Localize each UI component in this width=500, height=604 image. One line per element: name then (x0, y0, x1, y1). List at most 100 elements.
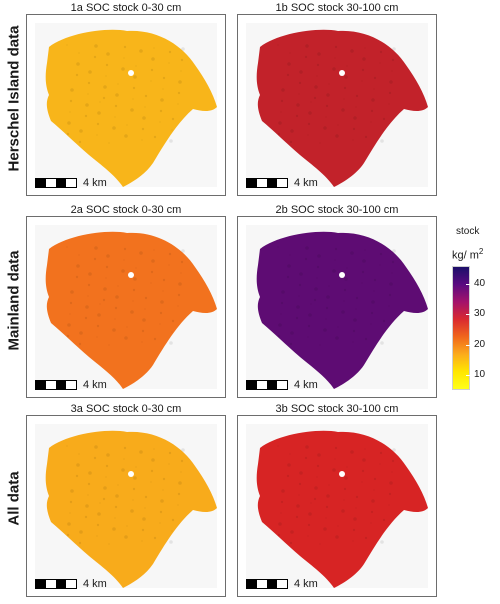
texture-speckle (307, 122, 311, 126)
texture-speckle (87, 93, 89, 95)
texture-speckle (323, 527, 327, 531)
scale-bar-label: 4 km (83, 578, 107, 590)
texture-speckle (103, 486, 107, 490)
texture-speckle (371, 98, 375, 102)
texture-speckle (139, 251, 143, 255)
texture-speckle (78, 140, 82, 144)
island-shape (45, 231, 217, 389)
texture-speckle (280, 111, 282, 113)
texture-speckle (66, 445, 68, 447)
texture-speckle (391, 70, 393, 72)
texture-speckle (370, 323, 372, 325)
texture-speckle (350, 49, 354, 53)
texture-speckle (287, 264, 291, 268)
texture-speckle (171, 518, 175, 522)
texture-speckle (310, 101, 312, 103)
lake (128, 471, 134, 477)
texture-speckle (79, 530, 83, 534)
texture-speckle (344, 75, 348, 79)
texture-speckle (66, 132, 70, 136)
texture-speckle (277, 445, 279, 447)
texture-speckle (335, 535, 339, 539)
texture-speckle (334, 446, 338, 450)
texture-speckle (99, 303, 101, 305)
texture-speckle (343, 98, 345, 100)
texture-speckle (153, 135, 157, 139)
texture-speckle (314, 85, 318, 89)
map-svg (246, 225, 428, 389)
texture-speckle (332, 67, 336, 71)
scale-bar-segment (56, 580, 66, 588)
scale-bar-segment (66, 381, 76, 389)
scale-bar-segment (257, 179, 267, 187)
texture-speckle (117, 83, 119, 85)
texture-speckle (69, 512, 71, 514)
texture-speckle (325, 116, 327, 118)
texture-speckle (114, 517, 116, 519)
texture-speckle (114, 306, 118, 310)
texture-speckle (169, 341, 173, 345)
texture-speckle (299, 272, 303, 276)
texture-speckle (87, 295, 89, 297)
texture-speckle (160, 98, 164, 102)
texture-speckle (361, 282, 363, 284)
legend-color-bar (452, 266, 470, 390)
texture-speckle (123, 45, 127, 49)
texture-speckle (144, 296, 148, 300)
scale-bar-segment (56, 381, 66, 389)
texture-speckle (162, 489, 164, 491)
texture-speckle (69, 111, 71, 113)
texture-speckle (94, 246, 98, 250)
legend-tick-mark (466, 344, 470, 346)
texture-speckle (103, 85, 107, 89)
texture-speckle (141, 341, 143, 343)
texture-speckle (177, 305, 179, 307)
texture-speckle (341, 310, 345, 314)
texture-speckle (78, 52, 80, 54)
texture-speckle (316, 277, 318, 279)
texture-speckle (159, 522, 161, 524)
texture-speckle (102, 497, 106, 501)
texture-speckle (132, 98, 134, 100)
texture-speckle (296, 504, 300, 508)
texture-speckle (87, 494, 89, 496)
row-label-all: All data (5, 471, 23, 526)
map-svg (35, 23, 217, 187)
scale-bar-segment (277, 580, 287, 588)
texture-speckle (373, 278, 377, 282)
texture-speckle (289, 342, 293, 346)
texture-speckle (310, 303, 312, 305)
texture-speckle (178, 282, 182, 286)
texture-speckle (373, 290, 375, 292)
texture-speckle (168, 50, 172, 54)
texture-speckle (379, 50, 383, 54)
texture-speckle (380, 139, 384, 143)
texture-speckle (171, 129, 173, 131)
texture-speckle (314, 287, 318, 291)
texture-speckle (102, 96, 106, 100)
texture-speckle (180, 58, 184, 62)
legend-unit-text: kg/ m (452, 249, 479, 262)
texture-speckle (289, 541, 293, 545)
texture-speckle (341, 108, 345, 112)
texture-speckle (391, 58, 395, 62)
texture-speckle (94, 44, 98, 48)
texture-speckle (168, 252, 172, 256)
texture-speckle (97, 313, 101, 317)
texture-speckle (76, 62, 80, 66)
texture-speckle (352, 127, 356, 131)
scale-bar-segment (46, 381, 56, 389)
texture-speckle (181, 448, 185, 452)
texture-speckle (355, 296, 359, 300)
texture-speckle (78, 342, 82, 346)
texture-speckle (289, 453, 291, 455)
texture-speckle (126, 525, 128, 527)
texture-speckle (123, 259, 125, 261)
texture-speckle (67, 522, 71, 526)
texture-speckle (117, 285, 119, 287)
texture-speckle (97, 111, 101, 115)
texture-speckle (66, 334, 70, 338)
texture-speckle (105, 265, 109, 269)
texture-speckle (298, 81, 302, 85)
texture-speckle (168, 451, 172, 455)
